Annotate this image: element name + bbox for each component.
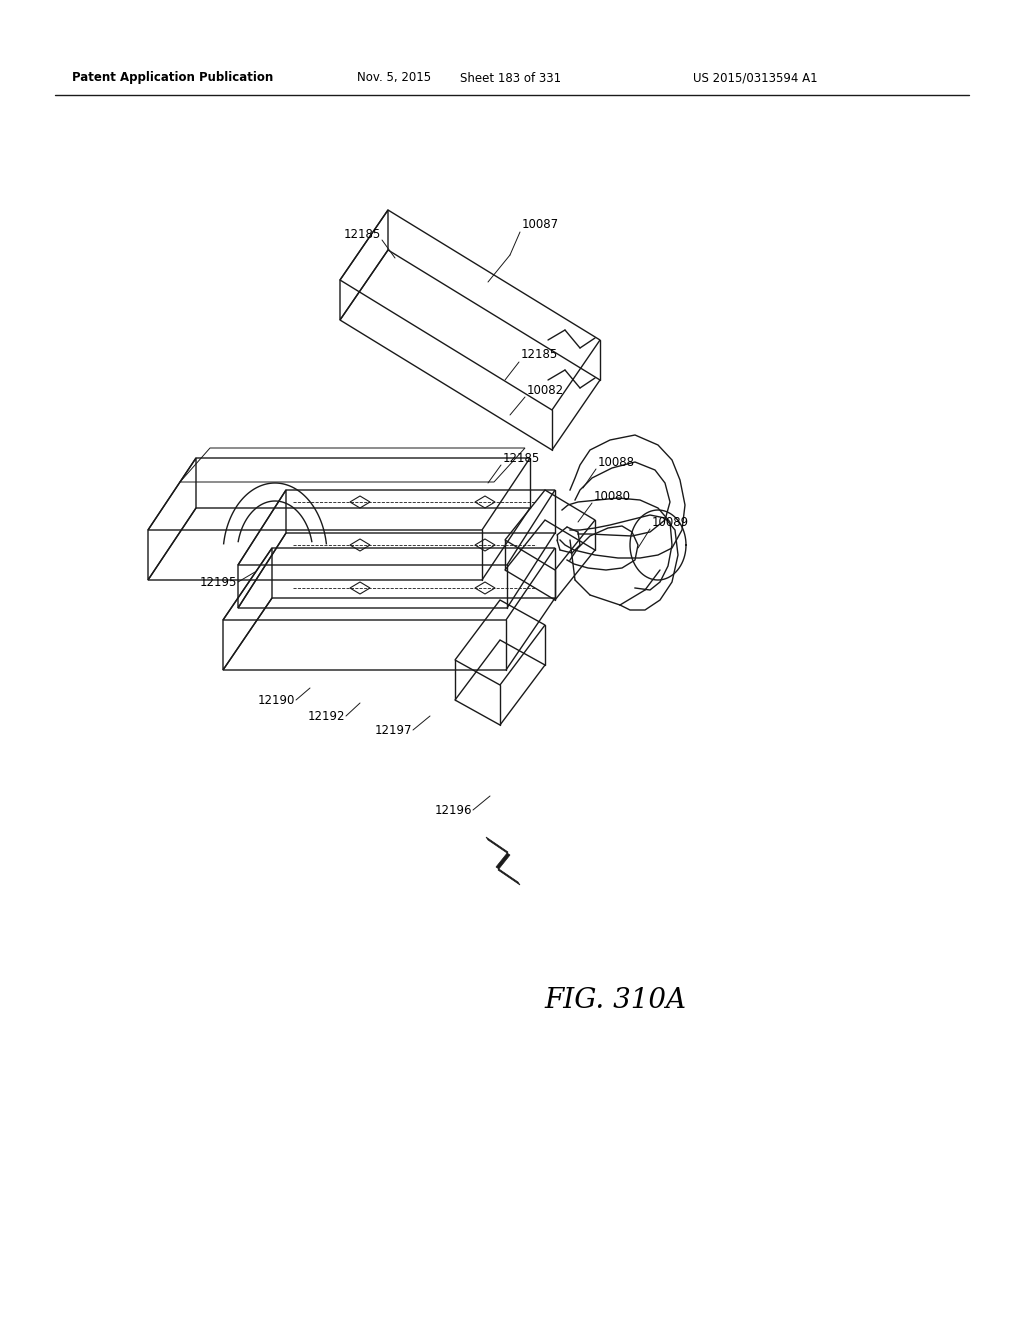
Text: 12197: 12197 [375, 723, 413, 737]
Polygon shape [486, 837, 520, 884]
Text: 12185: 12185 [503, 451, 541, 465]
Text: 10082: 10082 [527, 384, 564, 396]
Text: Sheet 183 of 331: Sheet 183 of 331 [460, 71, 561, 84]
Text: Patent Application Publication: Patent Application Publication [72, 71, 273, 84]
Text: 12190: 12190 [258, 693, 295, 706]
Text: 12185: 12185 [344, 228, 381, 242]
Text: US 2015/0313594 A1: US 2015/0313594 A1 [693, 71, 817, 84]
Text: 10080: 10080 [594, 490, 631, 503]
Text: 10089: 10089 [652, 516, 689, 528]
Text: 12195: 12195 [200, 576, 238, 589]
Text: 12185: 12185 [521, 348, 558, 362]
Text: FIG. 310A: FIG. 310A [544, 986, 686, 1014]
Text: 10087: 10087 [522, 219, 559, 231]
Text: 10088: 10088 [598, 455, 635, 469]
Text: Nov. 5, 2015: Nov. 5, 2015 [357, 71, 431, 84]
Text: 12196: 12196 [435, 804, 472, 817]
Text: 12192: 12192 [308, 710, 345, 722]
